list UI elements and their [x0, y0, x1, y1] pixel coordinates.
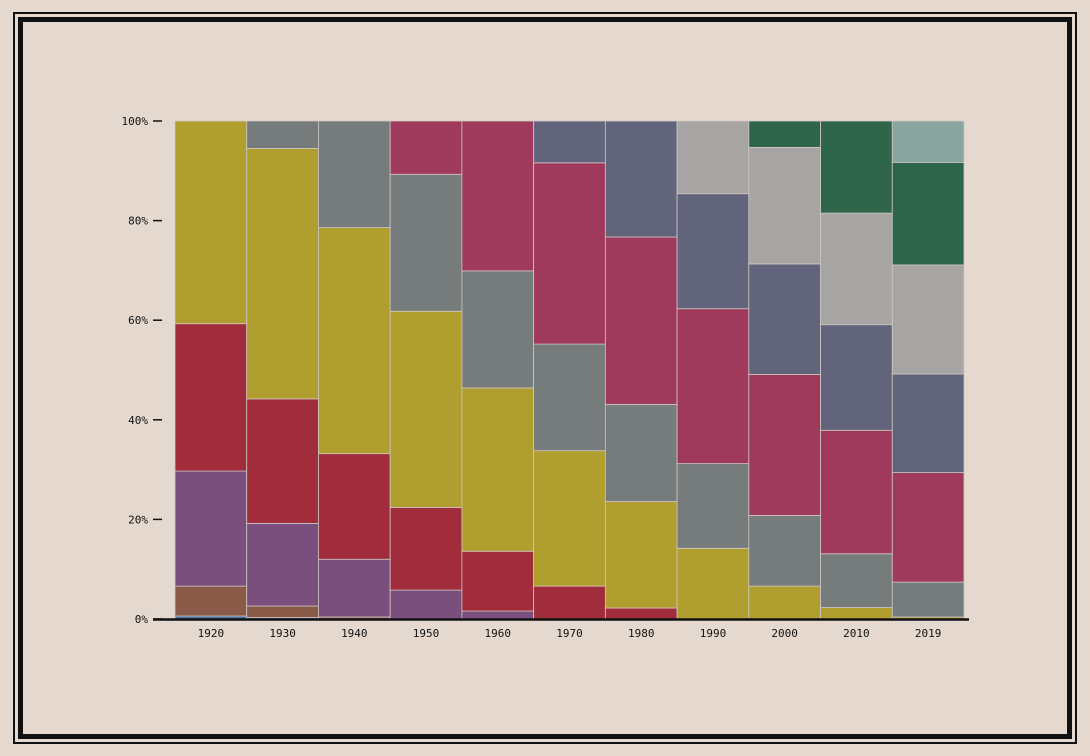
y-tick-label: 60%: [128, 314, 148, 327]
bar-segment-1990-7: [676, 193, 750, 310]
bar-segment-1920-3: [174, 323, 248, 472]
bar-segment-1990-4: [676, 547, 750, 620]
x-tick-label: 1950: [413, 627, 440, 640]
bar-segment-1950-2: [389, 589, 463, 620]
y-tick-label: 40%: [128, 414, 148, 427]
bar-segment-1980-4: [604, 501, 678, 609]
bars-group: [174, 120, 965, 620]
bar-segment-1940-2: [318, 558, 391, 618]
x-tick-label: 2019: [915, 627, 942, 640]
bar-segment-2019-6: [891, 472, 965, 583]
y-tick-label: 0%: [135, 613, 149, 626]
bar-segment-1960-2: [461, 610, 535, 620]
x-tick-label: 1970: [556, 627, 583, 640]
bar-segment-1970-7: [533, 120, 606, 164]
x-tick-label: 1940: [341, 627, 368, 640]
bar-segment-1980-7: [604, 120, 678, 238]
bar-segment-2010-5: [820, 553, 893, 608]
bar-segment-1960-3: [461, 550, 535, 612]
bar-segment-2000-6: [748, 374, 821, 516]
bar-segment-1960-4: [461, 387, 535, 552]
bar-segment-2010-6: [820, 429, 893, 555]
bar-segment-1950-5: [389, 173, 463, 312]
bar-segment-2010-8: [820, 212, 893, 326]
bar-segment-2019-9: [891, 161, 965, 266]
bar-segment-1930-5: [246, 120, 319, 149]
bar-segment-1930-1: [246, 605, 319, 618]
bar-segment-2019-7: [891, 373, 965, 473]
bar-segment-1940-3: [318, 453, 391, 560]
bar-segment-1990-5: [676, 463, 750, 549]
bar-segment-1980-3: [604, 607, 678, 620]
bar-segment-1970-6: [533, 162, 606, 345]
bar-segment-2019-10: [891, 120, 965, 163]
bar-segment-1960-5: [461, 270, 535, 389]
y-tick-label: 80%: [128, 215, 148, 228]
bar-segment-1950-3: [389, 507, 463, 591]
bar-segment-2010-9: [820, 120, 893, 214]
bar-segment-2010-7: [820, 324, 893, 431]
y-axis: 0% 20% 40% 60% 80% 100%: [122, 115, 162, 626]
bar-segment-2000-7: [748, 263, 821, 375]
bar-segment-2010-4: [820, 607, 893, 620]
bar-segment-1970-3: [533, 585, 606, 620]
x-axis: 1920 1930 1940 1950 1960 1970 1980 1990 2000 2010…: [153, 618, 969, 640]
bar-segment-1930-3: [246, 398, 319, 524]
bar-segment-1940-5: [318, 120, 391, 228]
x-tick-label: 1990: [700, 627, 727, 640]
bar-segment-1980-5: [604, 403, 678, 502]
bar-segment-1970-5: [533, 343, 606, 452]
x-tick-label: 2000: [771, 627, 798, 640]
bar-segment-2019-5: [891, 581, 965, 618]
bar-segment-1950-6: [389, 120, 463, 175]
x-tick-label: 1920: [198, 627, 225, 640]
bar-segment-1970-4: [533, 450, 606, 587]
bar-segment-1940-4: [318, 227, 391, 455]
y-tick-label: 100%: [122, 115, 149, 128]
bar-segment-2000-8: [748, 146, 821, 265]
bar-segment-1930-2: [246, 522, 319, 607]
x-tick-label: 1930: [269, 627, 296, 640]
bar-segment-2000-5: [748, 515, 821, 587]
bar-segment-1950-4: [389, 310, 463, 508]
bar-segment-1980-6: [604, 236, 678, 405]
bar-segment-2019-8: [891, 264, 965, 375]
x-tick-label: 2010: [843, 627, 870, 640]
bar-segment-2000-9: [748, 120, 821, 148]
y-tick-label: 20%: [128, 513, 148, 526]
bar-segment-1920-2: [174, 470, 248, 587]
bar-segment-1920-1: [174, 585, 248, 617]
x-tick-label: 1960: [485, 627, 512, 640]
inner-border: [18, 17, 1072, 739]
bar-segment-1990-8: [676, 120, 750, 195]
bar-segment-1960-6: [461, 120, 535, 272]
x-tick-label: 1980: [628, 627, 655, 640]
bar-segment-2000-4: [748, 585, 821, 620]
outer-border: [13, 12, 1077, 744]
bar-segment-1920-4: [174, 120, 248, 325]
bar-segment-1990-6: [676, 308, 750, 465]
bar-segment-1930-4: [246, 147, 319, 400]
